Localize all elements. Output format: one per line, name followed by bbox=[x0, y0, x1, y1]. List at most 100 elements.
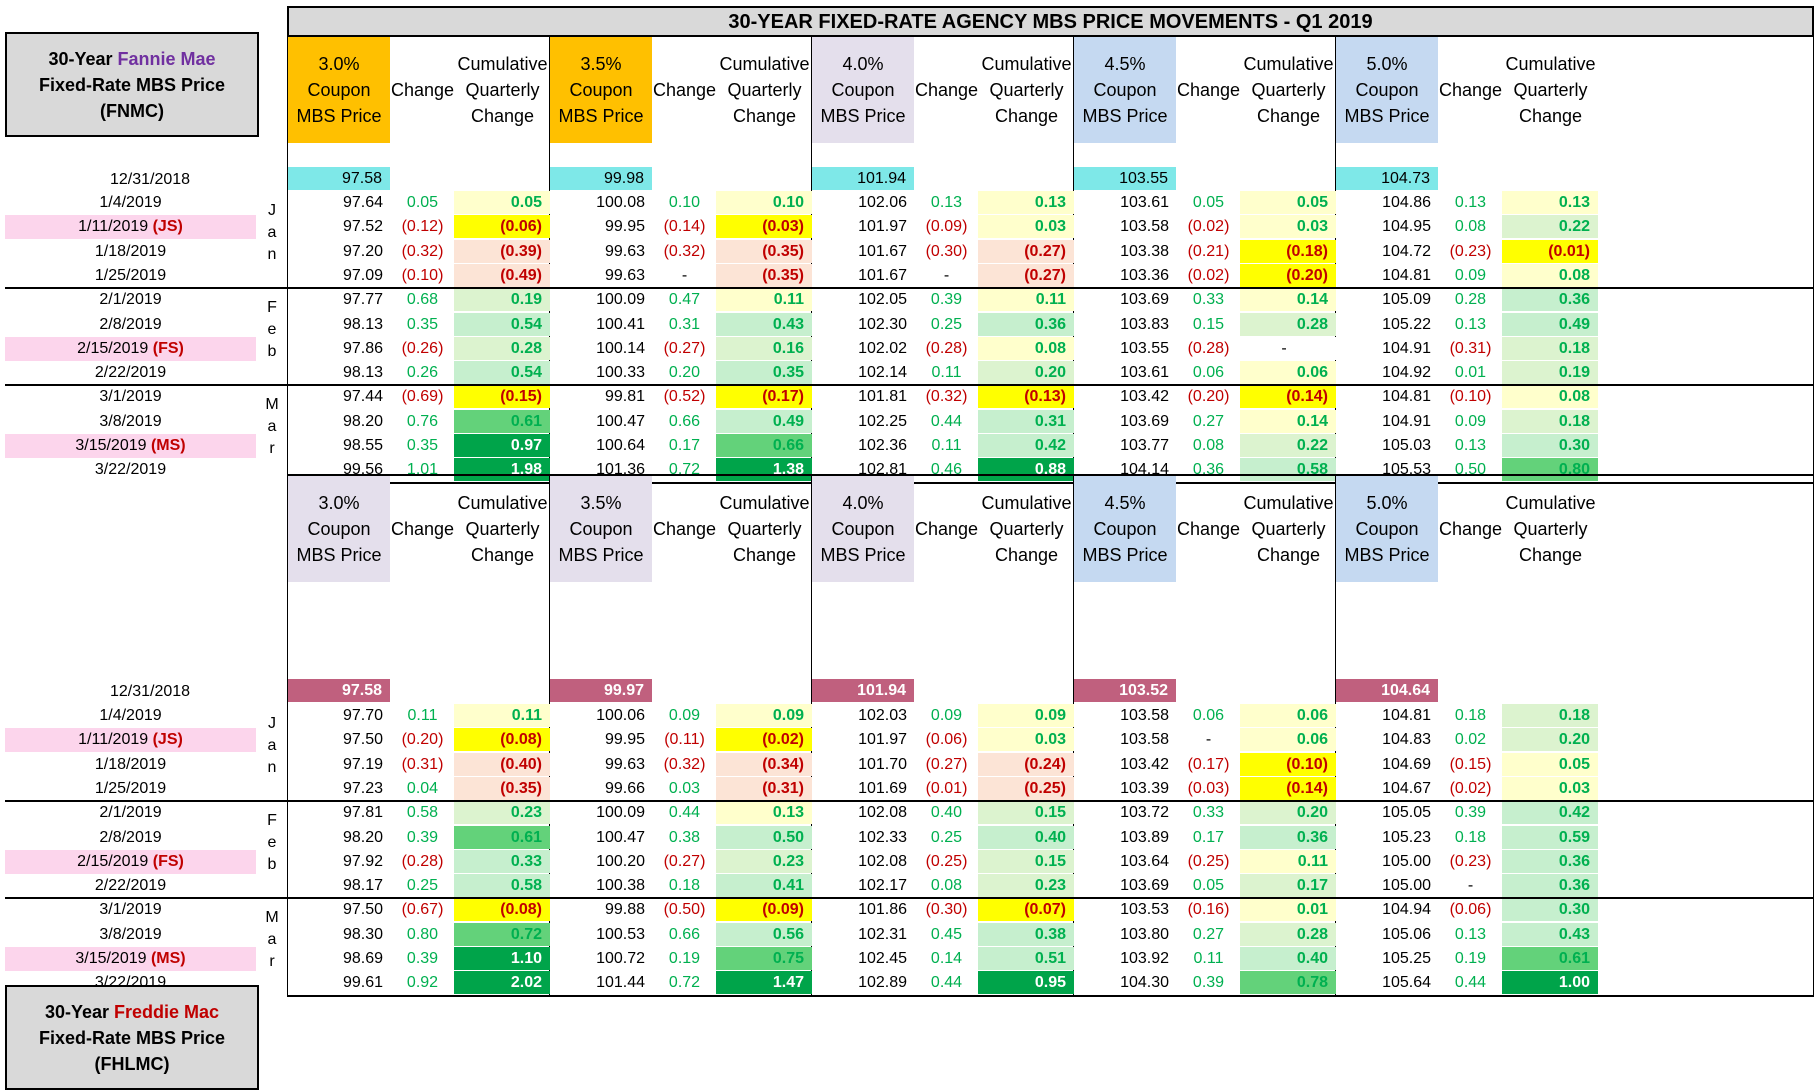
change-cell: (0.67) bbox=[401, 901, 444, 919]
date-text: 1/25/2019 bbox=[94, 266, 167, 284]
date-cell: 2/22/2019 bbox=[5, 361, 256, 385]
price-cell: 97.09 bbox=[342, 266, 383, 284]
change-cell: 0.09 bbox=[930, 707, 963, 724]
cumulative-cell: (0.08) bbox=[454, 728, 550, 752]
price-cell: 99.88 bbox=[604, 901, 645, 919]
cumulative-cell: (0.27) bbox=[978, 263, 1074, 287]
cumulative-cell: (0.31) bbox=[716, 776, 812, 800]
price-cell: 98.69 bbox=[342, 950, 383, 967]
cumulative-cell: 0.22 bbox=[1502, 215, 1598, 239]
cumulative-cell: 0.13 bbox=[716, 801, 812, 825]
change-cell: 0.02 bbox=[1454, 731, 1487, 749]
cumulative-cell: 0.42 bbox=[978, 434, 1074, 457]
cumulative-cell: - bbox=[1240, 336, 1336, 360]
month-letter: a bbox=[267, 224, 277, 241]
date-cell: 3/8/2019 bbox=[5, 923, 256, 947]
price-cell: 103.58 bbox=[1120, 731, 1169, 749]
price-cell: 104.30 bbox=[1120, 974, 1169, 992]
date-text: 1/11/2019 bbox=[78, 731, 149, 749]
price-cell: 100.14 bbox=[596, 339, 645, 357]
price-cell: 98.20 bbox=[342, 828, 383, 846]
cumulative-cell: (0.20) bbox=[1240, 263, 1336, 287]
cumulative-cell: 0.19 bbox=[1502, 361, 1598, 385]
cumulative-cell: 0.17 bbox=[1240, 874, 1336, 898]
price-cell: 102.03 bbox=[858, 707, 907, 724]
change-cell: (0.28) bbox=[401, 852, 444, 870]
change-header: Change bbox=[914, 519, 979, 539]
price-cell: 97.64 bbox=[342, 194, 383, 211]
change-cell: (0.30) bbox=[925, 901, 968, 919]
price-cell: 104.83 bbox=[1382, 731, 1431, 749]
price-cell: 103.58 bbox=[1120, 707, 1169, 724]
change-header: Change bbox=[1438, 80, 1503, 100]
change-cell: (0.02) bbox=[1187, 218, 1230, 236]
cumulative-cell: 0.13 bbox=[978, 191, 1074, 214]
cumulative-cell: 0.20 bbox=[1240, 801, 1336, 825]
section-label-box: 30-Year Freddie Mac Fixed-Rate MBS Price (… bbox=[5, 985, 259, 1090]
change-header: Change bbox=[390, 80, 455, 100]
price-cell: 104.86 bbox=[1382, 194, 1431, 211]
cumulative-cell: 0.66 bbox=[716, 434, 812, 457]
price-cell: 102.45 bbox=[858, 950, 907, 967]
change-cell: (0.11) bbox=[664, 731, 705, 749]
cumulative-cell: 0.43 bbox=[716, 312, 812, 336]
change-cell: 0.44 bbox=[1454, 974, 1487, 992]
date-text: 2/1/2019 bbox=[99, 804, 162, 822]
cumulative-header: Cumulative Quarterly Change bbox=[981, 493, 1072, 565]
price-cell: 98.13 bbox=[342, 315, 383, 333]
change-cell: 0.58 bbox=[406, 804, 439, 822]
cumulative-cell: 0.22 bbox=[1240, 434, 1336, 457]
cumulative-cell: (0.18) bbox=[1240, 239, 1336, 263]
change-cell: 0.39 bbox=[1192, 974, 1225, 992]
agency-name: Freddie Mac bbox=[114, 1002, 220, 1022]
date-text: 2/15/2019 bbox=[77, 852, 149, 870]
price-cell: 101.97 bbox=[858, 218, 907, 236]
cumulative-cell: 0.18 bbox=[1502, 704, 1598, 727]
label-line: Fixed-Rate MBS Price bbox=[38, 75, 226, 95]
price-cell: 104.81 bbox=[1382, 266, 1431, 284]
price-cell: 105.23 bbox=[1382, 828, 1431, 846]
month-letter: n bbox=[267, 759, 277, 776]
change-cell: 0.19 bbox=[1454, 950, 1487, 967]
change-cell: (0.27) bbox=[663, 852, 706, 870]
change-cell: - bbox=[943, 266, 950, 284]
coupon-header: 5.0% Coupon MBS Price bbox=[1336, 476, 1438, 582]
change-cell: 0.19 bbox=[668, 950, 701, 967]
change-header: Change bbox=[914, 80, 979, 100]
meeting-tag: (FS) bbox=[148, 339, 184, 357]
change-cell: 0.18 bbox=[1454, 707, 1487, 724]
cumulative-cell: 0.36 bbox=[1502, 874, 1598, 898]
change-cell: 0.25 bbox=[930, 828, 963, 846]
cumulative-cell: 0.31 bbox=[978, 409, 1074, 433]
price-cell: 104.72 bbox=[1382, 242, 1431, 260]
cumulative-cell: 0.75 bbox=[716, 947, 812, 970]
date-cell: 1/25/2019 bbox=[5, 264, 256, 288]
price-cell: 100.09 bbox=[596, 291, 645, 309]
label-prefix: 30-Year bbox=[48, 49, 118, 69]
price-cell: 97.81 bbox=[342, 804, 383, 822]
coupon-header: 4.0% Coupon MBS Price bbox=[812, 37, 914, 143]
meeting-tag: (JS) bbox=[148, 218, 183, 236]
date-cell: 2/1/2019 bbox=[5, 288, 256, 312]
table-right-border bbox=[1813, 37, 1814, 480]
date-cell: 2/15/2019 (FS) bbox=[5, 336, 256, 361]
price-cell: 102.31 bbox=[858, 925, 907, 943]
table-top-border bbox=[287, 474, 1814, 476]
change-cell: 0.25 bbox=[406, 877, 439, 895]
cumulative-cell: 0.11 bbox=[1240, 849, 1336, 873]
price-cell: 103.36 bbox=[1120, 266, 1169, 284]
change-cell: 0.68 bbox=[406, 291, 439, 309]
cumulative-cell: 0.30 bbox=[1502, 898, 1598, 922]
cumulative-cell: (0.01) bbox=[1502, 239, 1598, 263]
cumulative-cell: (0.49) bbox=[454, 263, 550, 287]
price-cell: 102.14 bbox=[858, 364, 907, 382]
change-cell: 0.20 bbox=[668, 364, 701, 382]
change-cell: 0.13 bbox=[1454, 925, 1487, 943]
change-cell: (0.25) bbox=[925, 852, 968, 870]
base-price: 97.58 bbox=[288, 167, 390, 190]
cumulative-cell: 0.16 bbox=[716, 336, 812, 360]
cumulative-cell: 2.02 bbox=[454, 971, 550, 995]
price-cell: 99.63 bbox=[604, 266, 645, 284]
price-cell: 102.30 bbox=[858, 315, 907, 333]
price-cell: 103.61 bbox=[1120, 364, 1169, 382]
